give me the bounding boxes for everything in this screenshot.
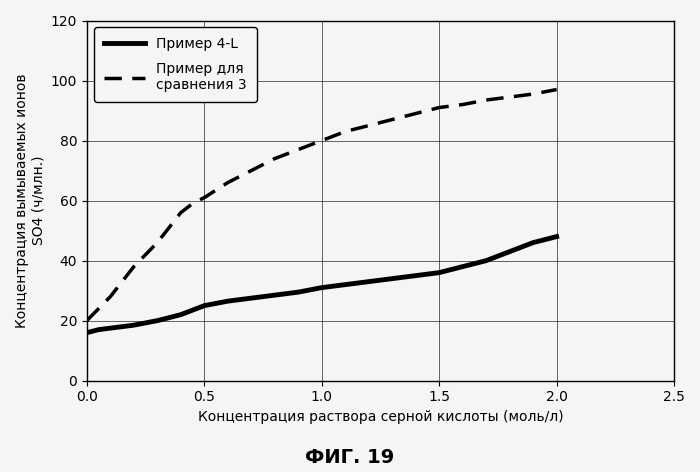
Пример 4-L (200, 303, 209, 309)
Пример для
сравнения 3 (341, 129, 349, 135)
Пример для
сравнения 3 (388, 117, 396, 122)
Пример 4-L (247, 295, 256, 301)
Пример для
сравнения 3 (83, 318, 91, 323)
Пример 4-L (294, 289, 302, 295)
Пример для
сравнения 3 (412, 111, 420, 117)
Пример для
сравнения 3 (482, 97, 491, 103)
Y-axis label: Концентрация вымываемых ионов
SO4 (ч/млн.): Концентрация вымываемых ионов SO4 (ч/млн… (15, 73, 46, 328)
Пример 4-L (176, 312, 185, 318)
Пример 4-L (223, 298, 232, 304)
Line: Пример для
сравнения 3: Пример для сравнения 3 (87, 90, 556, 320)
Пример 4-L (153, 318, 162, 323)
Пример 4-L (412, 273, 420, 278)
Пример для
сравнения 3 (294, 147, 302, 152)
Пример для
сравнения 3 (529, 91, 538, 97)
Пример 4-L (552, 234, 561, 239)
Пример для
сравнения 3 (435, 105, 443, 110)
Пример для
сравнения 3 (141, 252, 150, 257)
Text: ФИГ. 19: ФИГ. 19 (305, 448, 395, 467)
Пример для
сравнения 3 (165, 225, 174, 230)
Пример 4-L (482, 258, 491, 263)
Пример для
сравнения 3 (200, 195, 209, 201)
Пример для
сравнения 3 (223, 180, 232, 185)
Пример для
сравнения 3 (247, 168, 256, 173)
Пример для
сравнения 3 (130, 264, 138, 270)
Пример 4-L (341, 282, 349, 287)
Пример для
сравнения 3 (365, 123, 373, 128)
Пример 4-L (458, 264, 467, 270)
Пример для
сравнения 3 (118, 279, 126, 285)
Пример 4-L (529, 240, 538, 245)
Пример для
сравнения 3 (188, 201, 197, 206)
Пример для
сравнения 3 (153, 240, 162, 245)
Пример для
сравнения 3 (318, 138, 326, 143)
Пример 4-L (130, 322, 138, 328)
Пример 4-L (318, 285, 326, 290)
Пример 4-L (271, 292, 279, 298)
Пример 4-L (106, 325, 115, 331)
Line: Пример 4-L: Пример 4-L (87, 236, 556, 333)
Пример для
сравнения 3 (106, 294, 115, 299)
Пример 4-L (388, 276, 396, 281)
Legend: Пример 4-L, Пример для
сравнения 3: Пример 4-L, Пример для сравнения 3 (94, 27, 257, 102)
Пример для
сравнения 3 (94, 306, 103, 312)
Пример для
сравнения 3 (176, 210, 185, 215)
Пример для
сравнения 3 (458, 101, 467, 107)
Пример 4-L (83, 330, 91, 336)
Пример 4-L (505, 249, 514, 254)
Пример 4-L (365, 279, 373, 285)
Пример для
сравнения 3 (505, 94, 514, 100)
Пример для
сравнения 3 (271, 156, 279, 161)
Пример для
сравнения 3 (552, 87, 561, 93)
Пример 4-L (435, 270, 443, 276)
Пример 4-L (94, 327, 103, 332)
X-axis label: Концентрация раствора серной кислоты (моль/л): Концентрация раствора серной кислоты (мо… (197, 410, 564, 424)
